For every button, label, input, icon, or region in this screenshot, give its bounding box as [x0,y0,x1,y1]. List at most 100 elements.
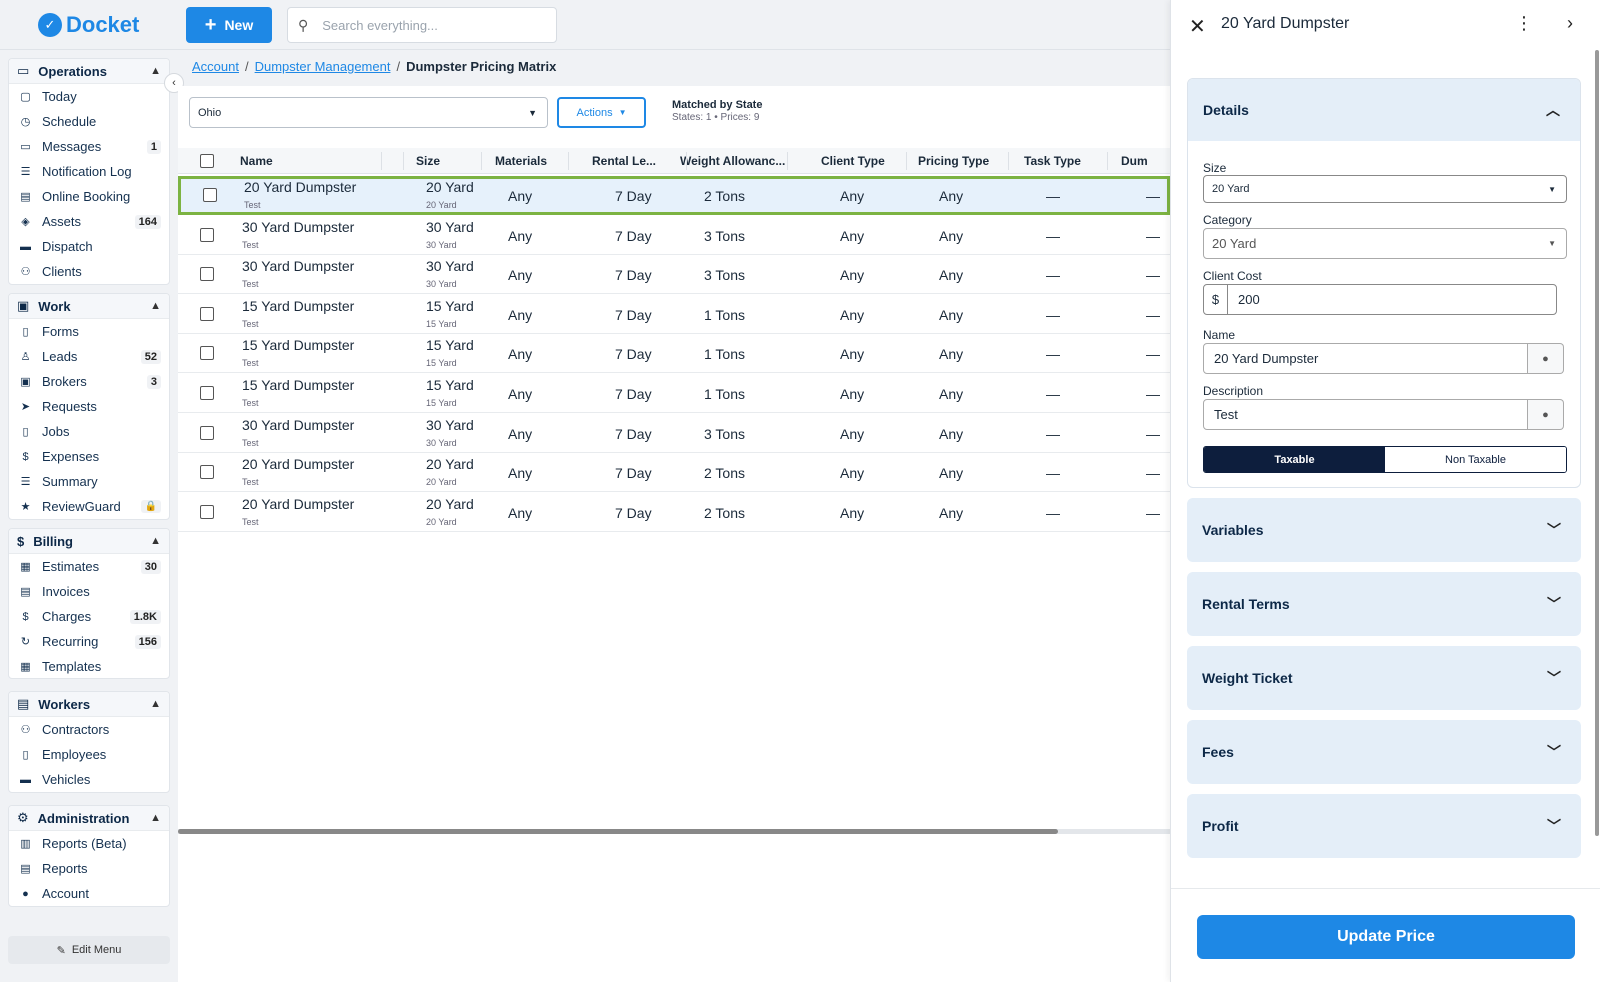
table-row[interactable]: 15 Yard Dumpster Test 15 Yard 15 Yard Any 7 D… [178,374,1170,413]
column-resize-handle[interactable] [1107,152,1108,170]
column-resize-handle[interactable] [481,152,482,170]
sidebar-item-summary[interactable]: ☰ Summary [9,469,169,494]
table-row[interactable]: 30 Yard Dumpster Test 30 Yard 30 Yard Any 7 D… [178,215,1170,255]
column-header[interactable]: Materials [495,154,548,168]
sidebar-item-templates[interactable]: ▦ Templates [9,654,169,679]
horizontal-scrollbar[interactable] [178,829,1058,834]
section-header-work[interactable]: ▣ Work ▲ [9,294,169,319]
row-checkbox[interactable] [203,188,217,202]
column-resize-handle[interactable] [403,152,404,170]
column-resize-handle[interactable] [568,152,569,170]
sidebar-item-invoices[interactable]: ▤ Invoices [9,579,169,604]
actions-button[interactable]: Actions ▼ [557,97,646,128]
sidebar-item-reports-beta[interactable]: ▥ Reports (Beta) [9,831,169,856]
row-checkbox[interactable] [200,425,214,440]
lightbulb-icon[interactable]: ● [1528,343,1564,374]
table-row[interactable]: 15 Yard Dumpster Test 15 Yard 15 Yard Any 7 D… [178,294,1170,334]
sidebar-item-forms[interactable]: ▯ Forms [9,319,169,344]
table-row[interactable]: 30 Yard Dumpster Test 30 Yard 30 Yard Any 7 D… [178,255,1170,295]
row-checkbox[interactable] [200,227,214,242]
category-select[interactable]: 20 Yard ▼ [1203,228,1567,259]
non-taxable-option[interactable]: Non Taxable [1385,447,1566,472]
profit-section[interactable]: Profit ﹀ [1187,794,1581,858]
breadcrumb-link-dumpster-management[interactable]: Dumpster Management [254,59,391,74]
column-resize-handle[interactable] [686,152,687,170]
sidebar-item-reports[interactable]: ▤ Reports [9,856,169,881]
variables-section[interactable]: Variables ﹀ [1187,498,1581,562]
fees-section[interactable]: Fees ﹀ [1187,720,1581,784]
row-checkbox[interactable] [200,306,214,321]
search-input[interactable] [322,17,523,33]
details-header[interactable]: Details ︿ [1188,79,1580,141]
sidebar-item-online-booking[interactable]: ▤ Online Booking [9,184,169,209]
sidebar-item-contractors[interactable]: ⚇ Contractors [9,717,169,742]
column-header[interactable]: Weight Allowanc... [680,154,786,168]
table-row[interactable]: 20 Yard Dumpster Test 20 Yard 20 Yard Any 7 D… [178,453,1170,493]
sidebar-item-recurring[interactable]: ↻ Recurring 156 [9,629,169,654]
weight-ticket-section[interactable]: Weight Ticket ﹀ [1187,646,1581,710]
column-header[interactable]: Pricing Type [918,154,990,168]
cell-name: 20 Yard Dumpster [242,456,355,473]
sidebar-item-today[interactable]: ▢ Today [9,84,169,109]
sidebar-item-dispatch[interactable]: ▬ Dispatch [9,234,169,259]
more-vertical-icon[interactable]: ⋮ [1515,13,1533,33]
row-checkbox[interactable] [200,465,214,480]
sidebar-item-account[interactable]: ● Account [9,881,169,906]
section-header-administration[interactable]: ⚙ Administration ▲ [9,806,169,831]
sidebar-item-messages[interactable]: ▭ Messages 1 [9,134,169,159]
update-price-button[interactable]: Update Price [1197,915,1575,959]
sidebar-item-jobs[interactable]: ▯ Jobs [9,419,169,444]
column-resize-handle[interactable] [787,152,788,170]
edit-menu-button[interactable]: ✎ Edit Menu [8,936,170,964]
sidebar-item-clients[interactable]: ⚇ Clients [9,259,169,284]
chevron-right-icon[interactable]: › [1567,13,1573,33]
column-header[interactable]: Name [240,154,273,168]
state-select[interactable]: Ohio ▼ [189,97,548,128]
column-header[interactable]: Client Type [821,154,885,168]
column-header[interactable]: Size [416,154,441,168]
row-checkbox[interactable] [200,346,214,361]
row-checkbox[interactable] [200,386,214,400]
sidebar-item-charges[interactable]: $ Charges 1.8K [9,604,169,629]
lightbulb-icon[interactable]: ● [1528,399,1564,430]
size-select[interactable]: 20 Yard ▼ [1203,175,1567,203]
section-header-workers[interactable]: ▤ Workers ▲ [9,692,169,717]
column-resize-handle[interactable] [906,152,907,170]
table-row[interactable]: 20 Yard Dumpster Test 20 Yard 20 Yard Any 7 D… [178,492,1170,532]
table-row[interactable]: 30 Yard Dumpster Test 30 Yard 30 Yard Any 7 D… [178,413,1170,453]
sidebar-item-assets[interactable]: ◈ Assets 164 [9,209,169,234]
docket-logo[interactable]: ✓ Docket [38,12,139,38]
row-checkbox[interactable] [200,504,214,519]
client-cost-input[interactable]: 200 [1227,284,1557,315]
drawer-scrollbar[interactable] [1595,50,1599,836]
column-resize-handle[interactable] [1008,152,1009,170]
table-row[interactable]: 15 Yard Dumpster Test 15 Yard 15 Yard Any 7 D… [178,334,1170,374]
sidebar-item-schedule[interactable]: ◷ Schedule [9,109,169,134]
sidebar-item-brokers[interactable]: ▣ Brokers 3 [9,369,169,394]
table-row[interactable]: 20 Yard Dumpster Test 20 Yard 20 Yard Any 7 D… [178,176,1170,215]
column-header[interactable]: Task Type [1024,154,1081,168]
sidebar-item-reviewguard[interactable]: ★ ReviewGuard 🔒 [9,494,169,519]
description-input[interactable]: Test [1203,399,1528,430]
sidebar-item-vehicles[interactable]: ▬ Vehicles [9,767,169,792]
sidebar-item-expenses[interactable]: $ Expenses [9,444,169,469]
name-input[interactable]: 20 Yard Dumpster [1203,343,1528,374]
rental-terms-section[interactable]: Rental Terms ﹀ [1187,572,1581,636]
new-button[interactable]: + New [186,7,272,43]
column-header[interactable]: Rental Le... [592,154,657,168]
sidebar-item-leads[interactable]: ♙ Leads 52 [9,344,169,369]
sidebar-item-requests[interactable]: ➤ Requests [9,394,169,419]
sidebar-item-notification-log[interactable]: ☰ Notification Log [9,159,169,184]
section-header-billing[interactable]: $ Billing ▲ [9,529,169,554]
close-icon[interactable]: ✕ [1189,16,1206,38]
taxable-option[interactable]: Taxable [1204,447,1385,472]
section-header-operations[interactable]: ▭ Operations ▲ [9,59,169,84]
row-checkbox[interactable] [200,267,214,282]
column-resize-handle[interactable] [381,152,382,170]
breadcrumb-link-account[interactable]: Account [192,59,239,74]
sidebar-item-estimates[interactable]: ▦ Estimates 30 [9,554,169,579]
sidebar-item-employees[interactable]: ▯ Employees [9,742,169,767]
cell-desc: Test [242,516,259,527]
select-all-checkbox[interactable] [200,154,214,168]
column-header[interactable]: Dum [1121,154,1148,168]
